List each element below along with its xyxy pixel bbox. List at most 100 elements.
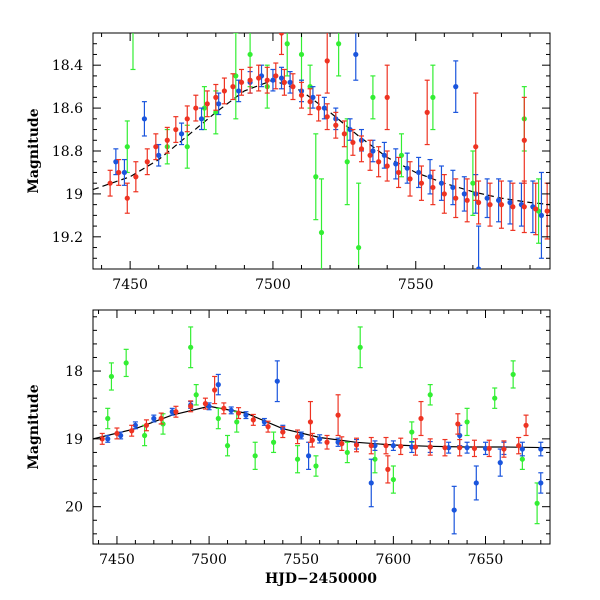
bottom-green-point — [105, 415, 111, 422]
bottom-blue-point — [519, 446, 525, 452]
bottom-red-point — [143, 422, 150, 428]
top-green-point — [184, 144, 190, 150]
top-blue-point — [475, 266, 482, 269]
bottom-x-tick-label: 7500 — [191, 552, 227, 568]
top-red-point — [264, 77, 270, 83]
top-green-point — [130, 24, 135, 29]
top-blue-point — [156, 152, 162, 158]
bottom-red-point — [501, 446, 507, 452]
top-red-point — [358, 146, 365, 152]
bottom-green-point — [519, 456, 525, 462]
top-y-tick-label: 19 — [65, 187, 83, 203]
top-red-point — [256, 75, 262, 81]
bottom-green-point — [108, 373, 115, 380]
top-red-point — [230, 84, 236, 90]
bottom-red-point — [412, 444, 419, 450]
top-red-point — [384, 94, 390, 100]
bottom-blue-point — [464, 445, 470, 451]
top-model-curve — [93, 79, 550, 206]
top-y-tick-label: 18.4 — [52, 58, 83, 74]
top-red-point — [116, 169, 122, 176]
bottom-green-point — [252, 453, 258, 459]
top-red-point — [464, 197, 470, 203]
top-blue-point — [113, 159, 119, 165]
bottom-red-point — [280, 429, 286, 435]
bottom-blue-point — [306, 453, 312, 459]
bottom-blue-point — [409, 444, 415, 450]
top-blue-point — [484, 195, 490, 201]
top-red-point — [510, 204, 516, 210]
top-red-point — [316, 105, 322, 111]
bottom-red-point — [158, 415, 164, 422]
bottom-green-point — [270, 439, 277, 445]
top-blue-point — [347, 126, 353, 133]
top-red-point — [153, 144, 159, 150]
bottom-blue-point — [206, 403, 212, 409]
top-red-point — [238, 79, 245, 85]
bottom-blue-point — [169, 409, 175, 415]
top-green-point — [430, 94, 436, 100]
top-green-point — [370, 94, 376, 100]
bottom-green-point — [510, 371, 516, 378]
top-red-point — [173, 126, 179, 133]
bottom-panel-x-axis-title: HJD−2450000 — [265, 571, 377, 587]
top-red-point — [396, 169, 402, 176]
top-red-point — [213, 94, 219, 100]
bottom-red-point — [173, 409, 179, 415]
top-blue-point — [416, 169, 422, 176]
bottom-blue-point — [482, 445, 489, 451]
bottom-blue-point — [473, 480, 479, 486]
top-green-point — [213, 109, 219, 115]
top-blue-point — [450, 184, 456, 191]
top-y-tick-label: 18.8 — [52, 144, 83, 160]
top-green-point — [356, 244, 362, 251]
bottom-red-point — [385, 466, 391, 472]
top-blue-point — [438, 180, 445, 186]
bottom-red-point — [114, 430, 120, 437]
bottom-red-point — [307, 419, 314, 425]
bottom-red-point — [353, 442, 360, 448]
top-blue-point — [236, 88, 242, 94]
bottom-series-red — [99, 375, 529, 484]
top-blue-point — [216, 101, 222, 107]
bottom-y-tick-label: 18 — [65, 364, 83, 380]
top-panel-series-group — [107, 24, 550, 269]
bottom-blue-point — [538, 446, 544, 452]
bottom-blue-point — [274, 378, 280, 384]
top-red-point — [278, 33, 285, 36]
bottom-blue-point — [105, 436, 111, 442]
bottom-red-point — [324, 439, 330, 445]
bottom-red-point — [202, 401, 209, 407]
top-red-point — [324, 114, 330, 120]
bottom-blue-point — [261, 419, 267, 425]
bottom-red-point — [455, 421, 461, 427]
top-blue-point — [393, 161, 399, 167]
top-blue-point — [198, 116, 205, 122]
bottom-blue-point — [151, 415, 157, 422]
top-red-point — [290, 84, 296, 90]
top-blue-point — [287, 79, 293, 85]
top-red-point — [184, 116, 190, 122]
top-red-point — [407, 176, 413, 182]
bottom-x-tick-label: 7650 — [468, 552, 504, 568]
bottom-red-point — [486, 445, 492, 451]
top-green-point — [247, 51, 253, 58]
bottom-green-point — [344, 449, 350, 456]
bottom-green-point — [188, 344, 194, 350]
top-blue-point — [404, 165, 410, 171]
bottom-green-point — [193, 392, 199, 398]
top-red-point — [521, 204, 527, 210]
top-red-point — [273, 73, 279, 79]
bottom-blue-point — [372, 443, 378, 449]
top-red-point — [341, 131, 347, 137]
bottom-green-point — [294, 456, 301, 462]
bottom-green-point — [390, 476, 396, 483]
bottom-green-point — [534, 500, 540, 506]
top-red-point — [521, 137, 527, 143]
bottom-blue-point — [497, 460, 503, 466]
top-red-point — [221, 88, 227, 94]
bottom-green-point — [372, 456, 378, 462]
bottom-red-point — [523, 422, 529, 428]
top-red-point — [441, 191, 447, 197]
bottom-green-point — [313, 463, 319, 469]
